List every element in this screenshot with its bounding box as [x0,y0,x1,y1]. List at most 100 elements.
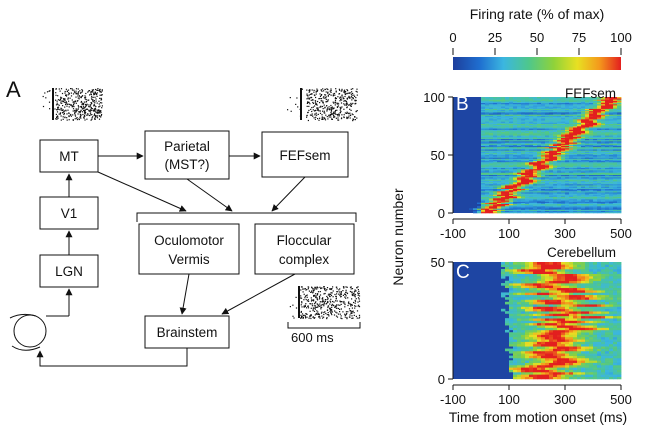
heatmap-cell [489,199,494,201]
heatmap-cell [493,134,498,136]
heatmap-cell [589,164,594,166]
raster-spike [337,117,339,119]
heatmap-cell [481,189,486,192]
heatmap-cell [561,204,566,207]
heatmap-cell [533,135,538,137]
heatmap-cell [489,150,494,152]
heatmap-cell [529,122,534,124]
heatmap-cell [557,167,562,170]
raster-spike [83,117,85,119]
heatmap-cell [613,151,618,153]
raster-spike [302,314,304,317]
heatmap-cell [609,109,614,112]
heatmap-cell [561,206,566,208]
heatmap-cell [529,170,534,172]
heatmap-cell [545,200,550,202]
heatmap-cell [569,163,574,165]
heatmap-cell [585,181,590,184]
heatmap-cell [485,102,490,105]
heatmap-cell [513,199,518,201]
heatmap-cell [577,137,582,140]
heatmap-cell [605,105,610,107]
raster-spike [300,317,302,319]
heatmap-cell [609,112,614,114]
heatmap-cell [481,109,486,112]
heatmap-cell [545,109,550,112]
heatmap-cell [513,177,518,179]
raster-spike [348,96,350,98]
heatmap-cell [581,199,586,201]
heatmap-cell [593,374,598,377]
heatmap-cell [585,144,590,147]
heatmap-cell [529,142,534,144]
raster-spike [350,304,352,306]
raster-spike [326,288,328,291]
heatmap-cell [561,172,566,174]
heatmap-cell [525,151,530,153]
heatmap-cell [481,130,486,133]
heatmap-cell [533,362,538,366]
heatmap-cell [573,209,578,211]
raster-spike [312,109,314,111]
scale-bar: 600 ms [287,322,361,345]
heatmap-cell [481,123,486,126]
heatmap-cell [597,148,602,150]
heatmap-cell [589,157,594,159]
heatmap-cell [577,172,582,174]
heatmap-cell [525,113,530,115]
raster-spike [64,101,66,103]
heatmap-cell [529,167,534,170]
heatmap-cell [589,142,594,144]
heatmap-cell [593,135,598,137]
heatmap-cell [609,114,614,116]
raster-spike [312,115,314,117]
heatmap-cell [561,211,566,214]
heatmap-cell [537,117,542,120]
heatmap-cell [573,185,578,187]
raster-spike [287,109,289,111]
heatmap-cell [501,115,506,118]
heatmap-cell [509,128,514,130]
raster-spike [320,312,323,314]
heatmap-cell [589,196,594,199]
heatmap-cell [505,103,510,106]
heatmap-cell [609,371,614,375]
raster-spike [85,104,87,106]
heatmap-cell [509,161,514,164]
heatmap-cell [545,171,550,173]
heatmap-cell [493,128,498,130]
heatmap-cell [573,134,578,136]
heatmap-cell [569,158,574,160]
heatmap-cell [609,97,614,99]
raster-spike [98,106,100,108]
heatmap-cell [593,108,598,111]
heatmap-cell [581,160,586,163]
heatmap-cell [597,371,602,375]
heatmap-cell [521,148,526,150]
heatmap-cell [577,206,582,208]
heatmap-cell [589,134,594,136]
heatmap-cell [581,203,586,206]
raster-spike [314,94,316,97]
heatmap-cell [585,108,590,111]
heatmap-cell [605,117,610,120]
heatmap-cell [509,99,514,101]
heatmap-cell [569,179,574,181]
raster-spike [94,96,96,98]
heatmap-cell [613,144,618,147]
heatmap-cell [569,109,574,112]
raster-spike [350,96,353,98]
heatmap-cell [533,98,538,100]
raster-spike [313,288,315,290]
heatmap-cell [541,167,546,170]
heatmap-cell [557,123,562,126]
heatmap-cell [517,117,522,120]
heatmap-cell [593,164,598,166]
heatmap-cell [585,135,590,137]
heatmap-cell [549,201,554,203]
heatmap-cell [497,136,502,138]
heatmap-cell [557,163,562,165]
heatmap-cell [489,146,494,149]
heatmap-cell [521,134,526,136]
heatmap-cell [601,188,606,191]
